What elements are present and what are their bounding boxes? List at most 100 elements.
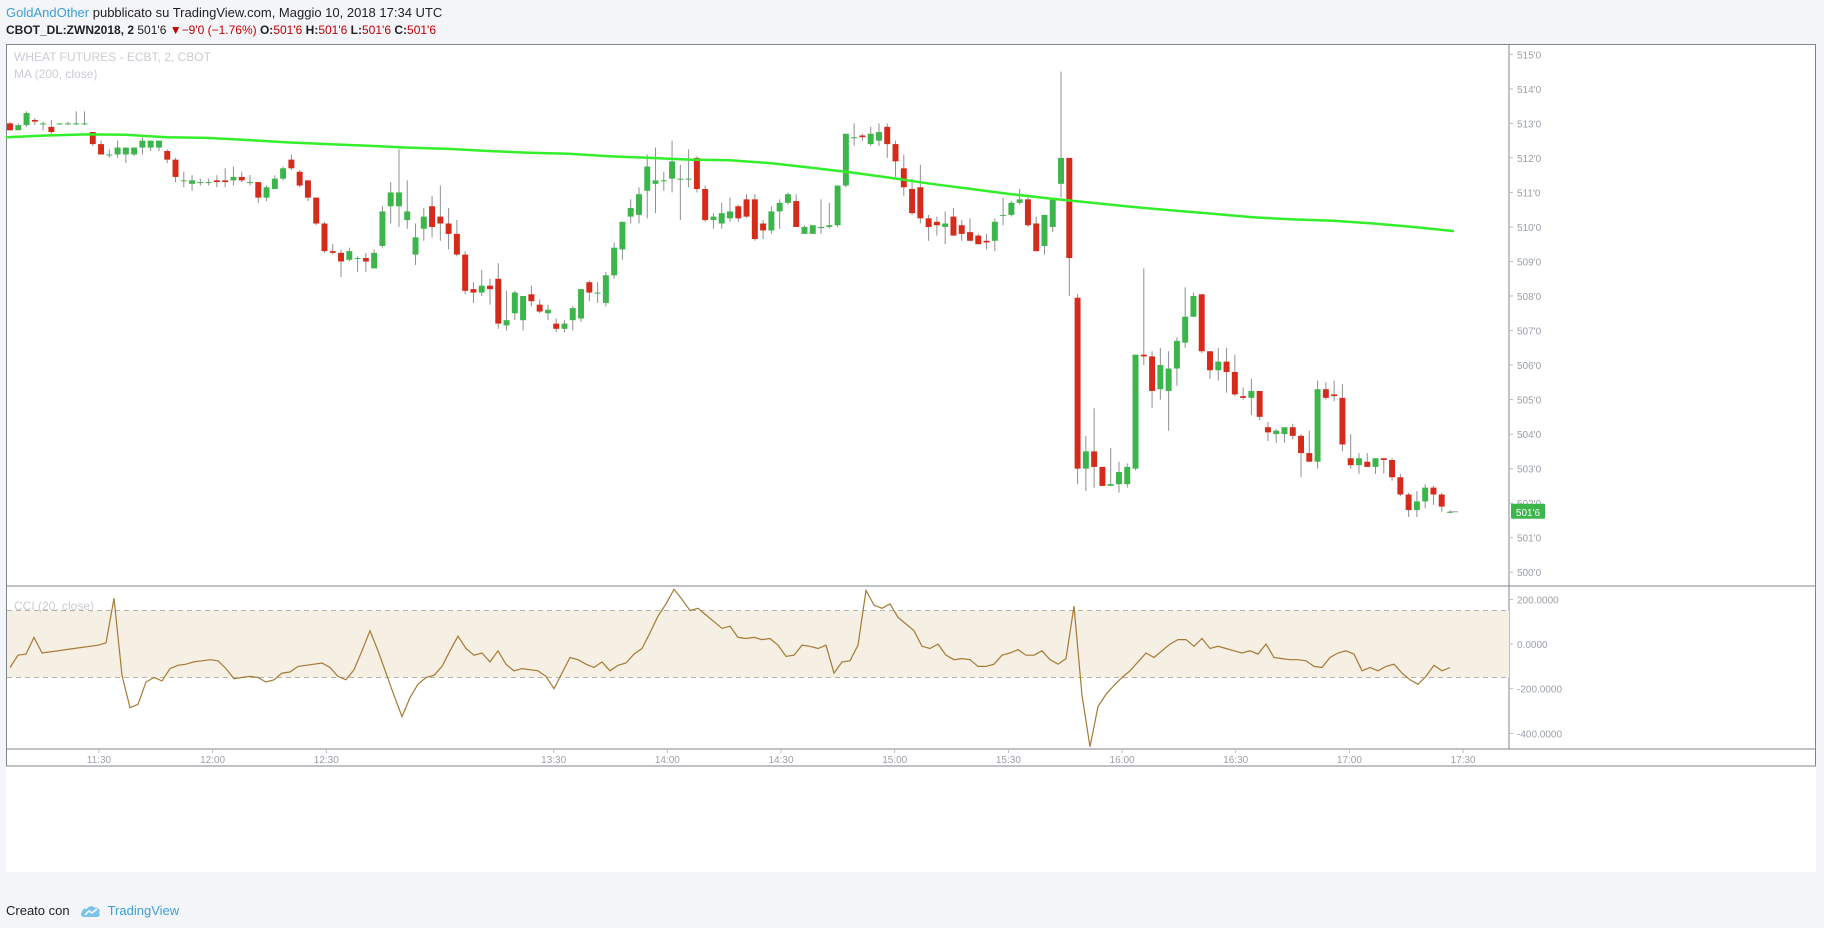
- candle-body: [768, 211, 775, 231]
- candle-body: [611, 247, 618, 276]
- publish-info: GoldAndOther pubblicato su TradingView.c…: [6, 4, 442, 22]
- candle-body: [1207, 351, 1213, 371]
- candle-body: [967, 232, 973, 241]
- candle-body: [81, 123, 88, 125]
- time-axis[interactable]: 11:30 12:00 12:30 13:30 14:00 14:30 15:00 15:30…: [6, 748, 1816, 766]
- candle: [346, 247, 353, 262]
- candle-body: [1314, 389, 1321, 462]
- candle: [933, 216, 940, 236]
- candle: [751, 194, 758, 241]
- candle-body: [1223, 361, 1230, 372]
- candle-body: [1289, 427, 1296, 436]
- candle: [1422, 484, 1429, 509]
- candle-body: [1132, 354, 1139, 469]
- candle: [991, 218, 998, 252]
- candle-body: [1281, 427, 1288, 435]
- candle-body: [23, 113, 30, 126]
- chart-canvas[interactable]: 515'0 514'0 513'0 512'0 511'0 510'0 509'0 508'0…: [6, 44, 1816, 872]
- candle: [967, 218, 973, 241]
- published-text: pubblicato su TradingView.com, Maggio 10…: [92, 5, 443, 20]
- candle: [1008, 201, 1015, 217]
- candle-body: [321, 223, 328, 252]
- candle-body: [553, 323, 560, 329]
- cci-tick-label: -200.0000: [1517, 685, 1562, 696]
- candle-body: [429, 206, 436, 227]
- candle-body: [271, 178, 278, 189]
- time-tick-label: 12:30: [314, 755, 339, 766]
- time-tick-label: 14:30: [769, 755, 794, 766]
- candle: [1198, 294, 1205, 353]
- candle: [1190, 292, 1197, 317]
- candle-body: [197, 182, 204, 184]
- candle: [1264, 422, 1271, 442]
- candle-body: [387, 192, 394, 207]
- candle-body: [677, 178, 684, 180]
- candle: [884, 123, 891, 158]
- candle-body: [280, 168, 287, 179]
- candle-body: [1107, 484, 1114, 486]
- candle: [412, 223, 419, 265]
- candle-body: [594, 292, 601, 294]
- price-tick-label: 506'0: [1517, 361, 1542, 372]
- candle-body: [247, 182, 253, 184]
- candle: [395, 149, 402, 227]
- candle-body: [809, 225, 816, 234]
- candle: [338, 249, 345, 278]
- last-price-tag: [1511, 503, 1545, 519]
- candle: [1430, 485, 1437, 505]
- candle-body: [561, 323, 568, 329]
- candle-body: [395, 192, 402, 207]
- tradingview-cloud-icon[interactable]: [80, 904, 102, 918]
- tradingview-link[interactable]: TradingView: [107, 903, 180, 918]
- candle-body: [213, 180, 220, 183]
- time-tick-label: 17:30: [1451, 755, 1476, 766]
- candle: [776, 199, 783, 229]
- candle: [1256, 390, 1263, 421]
- candle: [238, 171, 245, 183]
- candle-body: [735, 206, 742, 219]
- candle-body: [627, 207, 634, 217]
- candle-body: [338, 252, 345, 262]
- candle-body: [917, 187, 924, 219]
- candle: [1306, 430, 1313, 462]
- candle: [875, 123, 882, 146]
- candle-body: [875, 132, 882, 141]
- candle-body: [1140, 354, 1147, 357]
- candle-body: [975, 235, 982, 245]
- candle-body: [991, 221, 998, 241]
- candle: [255, 182, 262, 203]
- candle: [213, 175, 220, 188]
- candle: [942, 211, 949, 245]
- candle-body: [1322, 389, 1329, 398]
- candle: [1140, 268, 1147, 366]
- candle: [1215, 347, 1222, 381]
- candle-body: [983, 240, 990, 243]
- author-link[interactable]: GoldAndOther: [6, 5, 90, 20]
- price-tick-label: 500'0: [1517, 568, 1542, 579]
- candle-body: [693, 157, 700, 189]
- candle: [900, 154, 907, 196]
- candle: [1041, 214, 1048, 255]
- candle-body: [7, 123, 13, 131]
- cci-tick-label: 0.0000: [1517, 640, 1548, 651]
- candle-body: [1115, 472, 1122, 485]
- price-tick-label: 507'0: [1517, 327, 1542, 338]
- created-with-label: Creato con: [6, 903, 70, 918]
- candle-body: [958, 225, 965, 234]
- candle-body: [230, 176, 237, 181]
- price-pane[interactable]: 515'0 514'0 513'0 512'0 511'0 510'0 509'0 508'0…: [6, 44, 1816, 767]
- candle: [478, 270, 485, 297]
- time-tick-label: 14:00: [655, 755, 680, 766]
- candle-body: [751, 199, 758, 240]
- candle: [1124, 463, 1131, 488]
- candle-body: [942, 223, 949, 227]
- candle-body: [834, 185, 841, 226]
- candle: [64, 121, 71, 126]
- down-arrow-icon: ▼: [169, 23, 182, 37]
- price-tick-label: 515'0: [1517, 50, 1542, 61]
- cci-pane[interactable]: 200.0000 0.0000 -200.0000 -400.0000: [7, 588, 1562, 747]
- time-tick-label: 16:00: [1110, 755, 1135, 766]
- candle-body: [1405, 494, 1412, 511]
- candle: [1405, 492, 1412, 517]
- time-tick-label: 11:30: [87, 755, 112, 766]
